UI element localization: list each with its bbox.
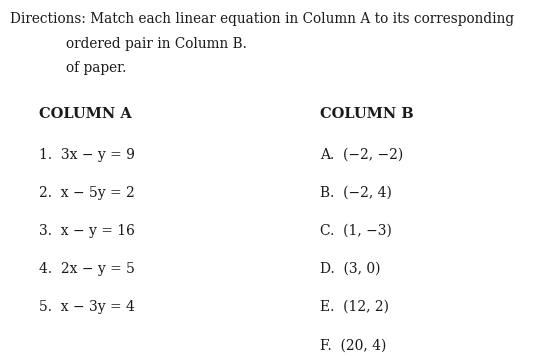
Text: ordered pair in Column B.: ordered pair in Column B. xyxy=(66,37,246,51)
Text: Directions: Match each linear equation in Column A to its corresponding: Directions: Match each linear equation i… xyxy=(10,12,514,26)
Text: COLUMN B: COLUMN B xyxy=(320,107,413,121)
Text: E.  (12, 2): E. (12, 2) xyxy=(320,300,389,314)
Text: D.  (3, 0): D. (3, 0) xyxy=(320,262,380,276)
Text: 3.  x − y = 16: 3. x − y = 16 xyxy=(39,224,135,238)
Text: B.  (−2, 4): B. (−2, 4) xyxy=(320,186,391,200)
Text: COLUMN A: COLUMN A xyxy=(39,107,132,121)
Text: 2.  x − 5y = 2: 2. x − 5y = 2 xyxy=(39,186,135,200)
Text: C.  (1, −3): C. (1, −3) xyxy=(320,224,391,238)
Text: 1.  3x − y = 9: 1. 3x − y = 9 xyxy=(39,148,135,162)
Text: 4.  2x − y = 5: 4. 2x − y = 5 xyxy=(39,262,135,276)
Text: A.  (−2, −2): A. (−2, −2) xyxy=(320,148,403,162)
Text: 5.  x − 3y = 4: 5. x − 3y = 4 xyxy=(39,300,135,314)
Text: of paper.: of paper. xyxy=(66,61,126,75)
Text: F.  (20, 4): F. (20, 4) xyxy=(320,338,386,352)
